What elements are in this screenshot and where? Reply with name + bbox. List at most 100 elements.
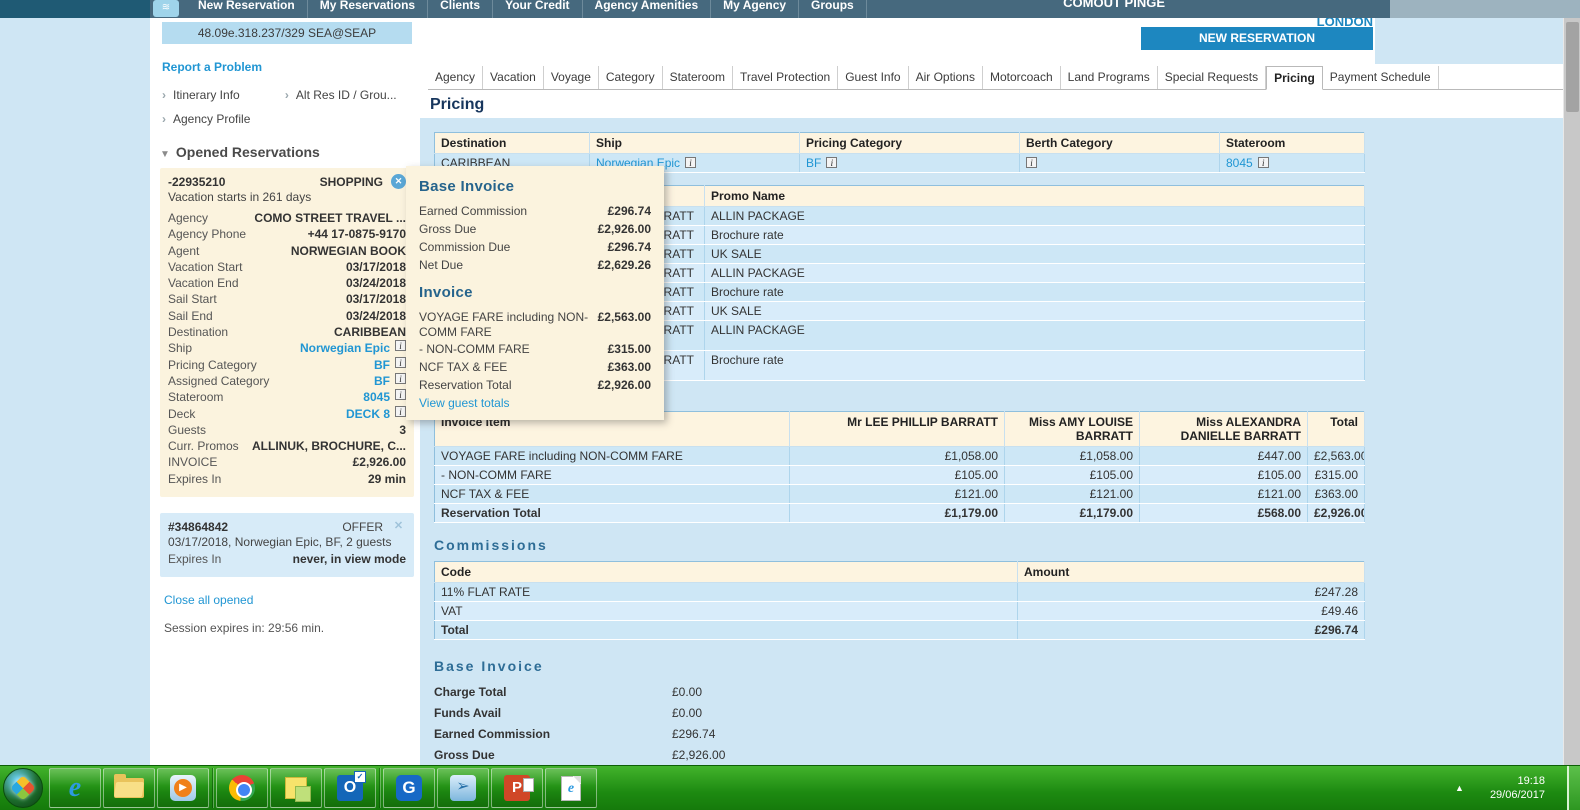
taskbar-swish-app[interactable]: ➢ bbox=[437, 768, 489, 808]
taskbar-clock[interactable]: 19:18 29/06/2017 bbox=[1490, 774, 1545, 802]
tab-travel-protection[interactable]: Travel Protection bbox=[733, 66, 839, 89]
session-expiry-note: Session expires in: 29:56 min. bbox=[164, 621, 325, 636]
clock-date: 29/06/2017 bbox=[1489, 789, 1545, 801]
base-invoice-row: Earned Commission £296.74 bbox=[434, 727, 716, 741]
info-icon[interactable] bbox=[395, 372, 406, 384]
card-row: Destination CARIBBEAN bbox=[168, 325, 406, 340]
reservation-summary-table: Destination Ship Pricing Category Berth … bbox=[434, 132, 1365, 173]
menu-new-reservation[interactable]: New Reservation bbox=[186, 0, 308, 18]
link-itinerary-info[interactable]: › Itinerary Info bbox=[162, 88, 240, 102]
new-reservation-button[interactable]: NEW RESERVATION bbox=[1141, 27, 1373, 50]
card-row: Vacation Start 03/17/2018 bbox=[168, 259, 406, 274]
card-row: Expires In never, in view mode bbox=[168, 552, 406, 567]
navbar-agency-text: COMOUT PINGE bbox=[1063, 0, 1165, 10]
view-guest-totals-link[interactable]: View guest totals bbox=[419, 396, 510, 410]
col-amount: Amount bbox=[1017, 561, 1365, 583]
info-icon[interactable] bbox=[395, 389, 406, 401]
close-icon[interactable]: ✕ bbox=[393, 520, 404, 533]
ncl-waves-logo-icon[interactable]: ≋ bbox=[153, 0, 179, 17]
taskbar-chrome[interactable] bbox=[216, 768, 268, 808]
taskbar-ie-document[interactable]: e bbox=[545, 768, 597, 808]
col-stateroom: Stateroom bbox=[1219, 132, 1365, 154]
tab-special-requests[interactable]: Special Requests bbox=[1158, 66, 1267, 89]
info-icon[interactable] bbox=[1026, 157, 1037, 168]
chrome-icon bbox=[229, 775, 255, 801]
info-icon[interactable] bbox=[395, 356, 406, 368]
link-agency-profile[interactable]: › Agency Profile bbox=[162, 112, 251, 126]
taskbar-internet-explorer[interactable]: e bbox=[49, 768, 101, 808]
card-row: INVOICE £2,926.00 bbox=[168, 455, 406, 470]
invoice-total-row: Reservation Total £1,179.00 £1,179.00 £5… bbox=[434, 503, 1365, 523]
taskbar-sticky-notes[interactable] bbox=[270, 768, 322, 808]
info-icon[interactable] bbox=[685, 157, 697, 168]
pricing-category-link[interactable]: BF bbox=[806, 156, 822, 170]
info-icon[interactable] bbox=[826, 157, 838, 168]
card-row-pricing-category: Pricing Category BF bbox=[168, 356, 406, 373]
tab-payment-schedule[interactable]: Payment Schedule bbox=[1323, 66, 1439, 89]
popup-title-invoice: Invoice bbox=[419, 284, 473, 301]
card-row: Agent NORWEGIAN BOOK bbox=[168, 243, 406, 258]
taskbar-media-player[interactable]: ▶ bbox=[157, 768, 209, 808]
close-icon[interactable]: ✕ bbox=[391, 174, 406, 189]
tab-guest-info[interactable]: Guest Info bbox=[838, 66, 909, 89]
card-row-ship: Ship Norwegian Epic bbox=[168, 340, 406, 356]
link-alt-res-id[interactable]: › Alt Res ID / Grou... bbox=[284, 88, 397, 102]
page-title: Pricing bbox=[430, 96, 485, 113]
menu-my-agency[interactable]: My Agency bbox=[711, 0, 800, 18]
corner-filler bbox=[1375, 18, 1563, 64]
scrollbar-thumb[interactable] bbox=[1566, 22, 1579, 112]
tab-motorcoach[interactable]: Motorcoach bbox=[983, 66, 1061, 89]
taskbar-file-explorer[interactable] bbox=[103, 768, 155, 808]
menu-agency-amenities[interactable]: Agency Amenities bbox=[583, 0, 712, 18]
tab-vacation[interactable]: Vacation bbox=[483, 66, 544, 89]
info-icon[interactable] bbox=[395, 405, 406, 417]
menu-your-credit[interactable]: Your Credit bbox=[493, 0, 583, 18]
show-desktop-button[interactable] bbox=[1567, 765, 1580, 810]
tab-agency[interactable]: Agency bbox=[428, 66, 484, 89]
reservation-card-shopping: -22935210 SHOPPING ✕ Vacation starts in … bbox=[160, 168, 414, 498]
card-row: Sail End 03/24/2018 bbox=[168, 308, 406, 323]
popup-row: Gross Due £2,926.00 bbox=[419, 222, 651, 236]
session-ip-box: 48.09e.318.237/329 SEA@SEAP bbox=[162, 22, 412, 44]
col-pricing-category: Pricing Category bbox=[799, 132, 1020, 154]
commissions-table: Code Amount 11% FLAT RATE £247.28 VAT £49.… bbox=[434, 561, 1365, 640]
close-all-opened-link[interactable]: Close all opened bbox=[164, 593, 254, 608]
col-destination: Destination bbox=[434, 132, 590, 154]
tab-air-options[interactable]: Air Options bbox=[909, 66, 983, 89]
taskbar-outlook[interactable]: O bbox=[324, 768, 376, 808]
menu-clients[interactable]: Clients bbox=[428, 0, 494, 18]
start-button-icon[interactable] bbox=[3, 768, 43, 808]
card-row: Agency Phone +44 17-0875-9170 bbox=[168, 227, 406, 242]
tab-pricing[interactable]: Pricing bbox=[1266, 66, 1323, 90]
card-row: Expires In 29 min bbox=[168, 471, 406, 486]
col-promo-name: Promo Name bbox=[704, 185, 1365, 207]
menu-my-reservations[interactable]: My Reservations bbox=[308, 0, 429, 18]
reservation-mode-badge: OFFER bbox=[342, 519, 383, 534]
g-app-icon: G bbox=[396, 775, 422, 801]
berth-category-cell bbox=[1019, 153, 1220, 173]
tray-up-arrow-icon[interactable]: ▲ bbox=[1455, 783, 1464, 793]
page-scrollbar[interactable] bbox=[1563, 18, 1580, 765]
quick-links: › Itinerary Info › Alt Res ID / Grou... › A… bbox=[162, 88, 414, 126]
tab-stateroom[interactable]: Stateroom bbox=[663, 66, 733, 89]
info-icon[interactable] bbox=[395, 340, 406, 352]
menu-groups[interactable]: Groups bbox=[799, 0, 867, 18]
report-a-problem-link[interactable]: Report a Problem bbox=[162, 60, 263, 74]
stateroom-link[interactable]: 8045 bbox=[1226, 156, 1253, 170]
tab-land-programs[interactable]: Land Programs bbox=[1061, 66, 1158, 89]
col-code: Code bbox=[434, 561, 1018, 583]
opened-reservations-header[interactable]: ▼ Opened Reservations bbox=[160, 144, 320, 160]
triangle-down-icon: ▼ bbox=[160, 149, 170, 160]
reservation-id: #34864842 bbox=[168, 519, 229, 534]
card-row: Agency COMO STREET TRAVEL ... bbox=[168, 211, 406, 225]
info-icon[interactable] bbox=[1257, 157, 1269, 168]
popup-row: - NON-COMM FARE £315.00 bbox=[419, 342, 651, 356]
card-row-stateroom: Stateroom 8045 bbox=[168, 389, 406, 405]
tab-voyage[interactable]: Voyage bbox=[544, 66, 599, 89]
base-invoice-row: Charge Total £0.00 bbox=[434, 685, 703, 699]
base-invoice-row: Funds Avail £0.00 bbox=[434, 706, 703, 720]
tab-category[interactable]: Category bbox=[599, 66, 663, 89]
taskbar-powerpoint[interactable]: P bbox=[491, 768, 543, 808]
chevron-right-icon: › bbox=[284, 88, 289, 102]
taskbar-g-app[interactable]: G bbox=[383, 768, 435, 808]
